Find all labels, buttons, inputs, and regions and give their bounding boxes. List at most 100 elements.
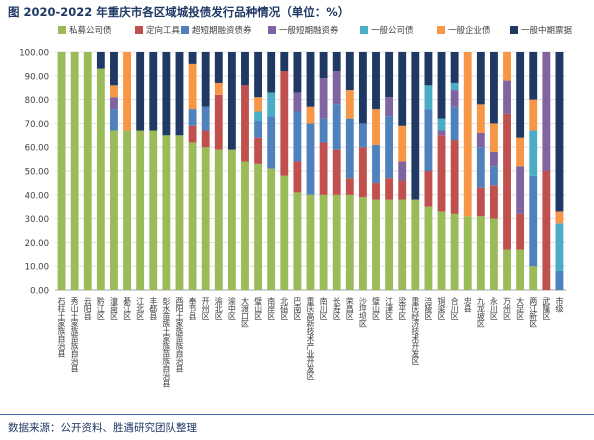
bar-segment bbox=[136, 52, 145, 131]
bar-segment bbox=[542, 171, 551, 290]
bar-segment bbox=[123, 130, 131, 290]
bar-segment bbox=[424, 171, 433, 207]
bar-segment bbox=[358, 52, 367, 124]
bar-segment bbox=[450, 90, 459, 107]
x-axis: 石柱土家族自治县 秀山土家族苗族自治县 云阳县 黔江区 潼南区 綦江区 江北区 丰都县 彭水苗族… bbox=[57, 296, 564, 389]
bar-segment bbox=[450, 213, 459, 290]
chart-title: 图 2020-2022 年重庆市各区域城投债发行品种情况（单位：%） bbox=[8, 5, 350, 19]
x-tick-label: 璧山区 bbox=[372, 296, 381, 320]
bar-segment bbox=[503, 52, 511, 81]
bar-stack bbox=[372, 52, 380, 290]
bar-stack bbox=[529, 52, 538, 290]
x-tick-label: 沙坪坝区 bbox=[358, 297, 367, 328]
bars bbox=[57, 52, 564, 290]
bar-segment bbox=[345, 194, 354, 290]
x-tick-label: 大足区 bbox=[516, 296, 525, 320]
y-tick-label: 100.00 bbox=[19, 49, 49, 59]
bar-segment bbox=[476, 187, 485, 217]
bar-segment bbox=[214, 52, 223, 83]
bar-segment bbox=[516, 166, 525, 214]
bar-segment bbox=[254, 121, 263, 138]
bar-segment bbox=[241, 85, 249, 162]
bar-segment bbox=[267, 52, 276, 93]
bar-stack bbox=[110, 52, 118, 290]
bar-segment bbox=[306, 106, 315, 124]
y-tick-label: 10.00 bbox=[25, 263, 49, 273]
x-tick-label: 渝北区 bbox=[214, 296, 223, 320]
bar-stack bbox=[123, 52, 131, 290]
y-tick-label: 50.00 bbox=[25, 168, 49, 178]
bar-segment bbox=[490, 218, 498, 290]
bar-segment bbox=[385, 116, 394, 179]
y-tick-label: 60.00 bbox=[25, 144, 49, 154]
bar-segment bbox=[516, 213, 525, 250]
x-tick-label: 永川区 bbox=[489, 296, 498, 320]
bar-segment bbox=[476, 147, 485, 188]
bar-segment bbox=[555, 223, 564, 271]
x-tick-label: 合川区 bbox=[450, 296, 459, 320]
bar-stack bbox=[542, 52, 551, 290]
bar-segment bbox=[398, 125, 407, 162]
x-tick-label: 长寿区 bbox=[332, 296, 341, 320]
x-tick-label: 綦江区 bbox=[123, 296, 132, 320]
bar-segment bbox=[214, 82, 223, 95]
bar-segment bbox=[293, 92, 302, 112]
bar-segment bbox=[372, 109, 380, 145]
bar-segment bbox=[503, 80, 511, 114]
bar-stack bbox=[201, 52, 210, 290]
bar-stack bbox=[83, 52, 92, 290]
bar-segment bbox=[162, 52, 171, 136]
bar-segment bbox=[345, 90, 354, 119]
bar-segment bbox=[280, 52, 289, 72]
bar-stack bbox=[424, 52, 433, 290]
bar-stack bbox=[490, 52, 498, 290]
stacked-bar-chart: 私募公司债 定向工具 超短期融资债券 一般短期融资券 一般公司债 一般企业债 一般中期票据 … bbox=[19, 25, 572, 389]
bar-segment bbox=[214, 94, 223, 150]
bar-segment bbox=[503, 113, 511, 250]
x-tick-label: 奉节县 bbox=[188, 296, 197, 321]
bar-segment bbox=[83, 52, 92, 290]
y-tick-label: 30.00 bbox=[25, 215, 49, 225]
bar-segment bbox=[463, 216, 472, 290]
bar-segment bbox=[372, 199, 380, 290]
legend-swatch bbox=[268, 26, 276, 34]
bar-segment bbox=[490, 123, 498, 152]
x-tick-label: 梁平区 bbox=[398, 297, 407, 320]
x-tick-label: 黔江区 bbox=[96, 296, 105, 320]
bar-stack bbox=[254, 52, 263, 290]
bar-segment bbox=[542, 52, 551, 171]
x-tick-label: 大渡口区 bbox=[240, 296, 249, 328]
legend-swatch bbox=[510, 26, 518, 34]
bar-segment bbox=[516, 249, 525, 290]
bar-segment bbox=[267, 168, 276, 290]
bar-segment bbox=[437, 211, 446, 290]
bar-segment bbox=[149, 130, 158, 290]
bar-stack bbox=[241, 52, 249, 290]
bar-segment bbox=[398, 180, 407, 200]
bar-segment bbox=[227, 52, 236, 150]
x-tick-label: 丰都县 bbox=[149, 296, 158, 321]
bar-segment bbox=[529, 266, 538, 290]
legend-label: 私募公司债 bbox=[69, 25, 112, 36]
bar-segment bbox=[188, 52, 197, 64]
bar-segment bbox=[201, 130, 210, 148]
bar-segment bbox=[385, 97, 394, 117]
bar-stack bbox=[555, 52, 564, 290]
legend-swatch bbox=[135, 26, 143, 34]
x-tick-label: 万州区 bbox=[503, 297, 512, 320]
bar-segment bbox=[175, 135, 184, 290]
x-tick-label: 江北区 bbox=[136, 297, 145, 320]
bar-segment bbox=[57, 52, 66, 290]
x-tick-label: 南岸区 bbox=[267, 296, 276, 320]
bar-stack bbox=[463, 52, 472, 290]
bar-segment bbox=[476, 216, 485, 290]
bar-segment bbox=[149, 52, 158, 131]
bar-stack bbox=[293, 52, 302, 290]
x-tick-label: 云阳县 bbox=[83, 297, 92, 321]
y-axis: 0.00 10.00 20.00 30.00 40.00 50.00 60.00 70.00 8… bbox=[19, 49, 49, 297]
bar-stack bbox=[476, 52, 485, 290]
bar-segment bbox=[214, 149, 223, 290]
bar-segment bbox=[254, 163, 263, 290]
bar-segment bbox=[503, 249, 511, 290]
bar-segment bbox=[450, 52, 459, 83]
